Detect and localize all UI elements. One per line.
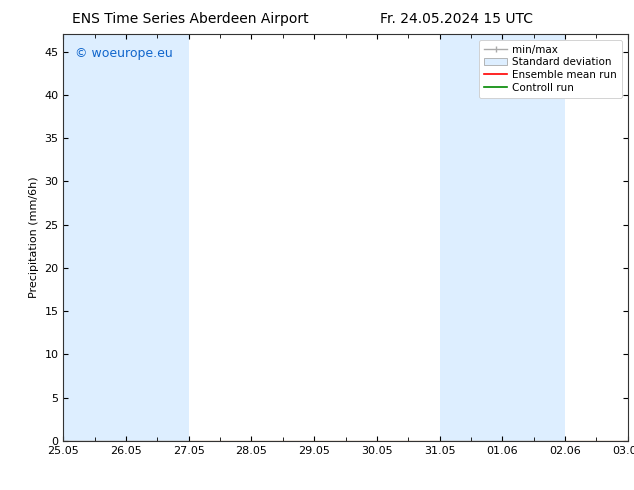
Legend: min/max, Standard deviation, Ensemble mean run, Controll run: min/max, Standard deviation, Ensemble me… [479,40,623,98]
Text: ENS Time Series Aberdeen Airport: ENS Time Series Aberdeen Airport [72,12,309,26]
Y-axis label: Precipitation (mm/6h): Precipitation (mm/6h) [29,177,39,298]
Text: Fr. 24.05.2024 15 UTC: Fr. 24.05.2024 15 UTC [380,12,533,26]
Text: © woeurope.eu: © woeurope.eu [75,47,172,59]
Bar [126,34,189,441]
Bar [439,34,502,441]
Bar [502,34,565,441]
Bar [628,34,634,441]
Bar [63,34,126,441]
